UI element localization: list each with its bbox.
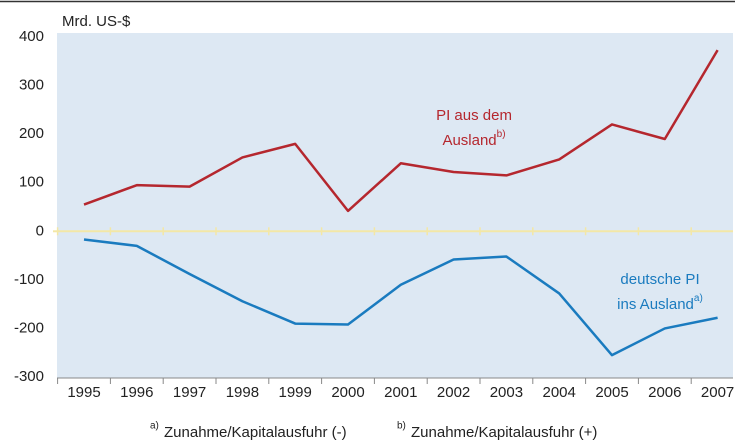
y-tick-label: -300	[14, 368, 44, 385]
annotation-text: deutsche PI	[620, 271, 699, 288]
annotation-text: ins Ausland	[617, 296, 694, 313]
y-tick-label: 0	[36, 222, 44, 239]
annotation: deutsche PI	[620, 271, 699, 288]
y-tick-label: 200	[19, 125, 44, 142]
y-tick-label: 100	[19, 174, 44, 191]
footnote-text: Zunahme/Kapitalausfuhr (+)	[411, 424, 597, 441]
x-tick-label: 1999	[279, 384, 312, 401]
x-tick-label: 2006	[648, 384, 681, 401]
x-tick-label: 1998	[226, 384, 259, 401]
annotation: Auslandb)	[442, 129, 505, 149]
footnote-mark: b)	[397, 421, 406, 432]
annotation-sup: b)	[497, 129, 506, 140]
annotation: ins Auslanda)	[617, 293, 703, 313]
x-tick-label: 2003	[490, 384, 523, 401]
plot-background	[57, 33, 733, 378]
x-tick-label: 2005	[595, 384, 628, 401]
x-tick-label: 2004	[543, 384, 576, 401]
annotation-sup: a)	[694, 293, 703, 304]
x-tick-label: 2002	[437, 384, 470, 401]
x-tick-label: 2000	[331, 384, 364, 401]
annotation: PI aus dem	[436, 107, 512, 124]
x-tick-label: 1995	[67, 384, 100, 401]
annotation-text: PI aus dem	[436, 107, 512, 124]
series-line	[83, 238, 718, 357]
x-tick-label: 1997	[173, 384, 206, 401]
annotation-text: Ausland	[442, 132, 496, 149]
y-tick-label: -200	[14, 319, 44, 336]
x-tick-label: 2007	[701, 384, 734, 401]
series-line	[83, 49, 719, 213]
x-tick-label: 2001	[384, 384, 417, 401]
y-tick-label: 300	[19, 77, 44, 94]
x-tick-label: 1996	[120, 384, 153, 401]
footnote-text: Zunahme/Kapitalausfuhr (-)	[164, 424, 347, 441]
y-axis-label: Mrd. US-$	[62, 13, 131, 30]
footnote-mark: a)	[150, 421, 159, 432]
y-tick-label: -100	[14, 271, 44, 288]
y-tick-label: 400	[19, 28, 44, 45]
